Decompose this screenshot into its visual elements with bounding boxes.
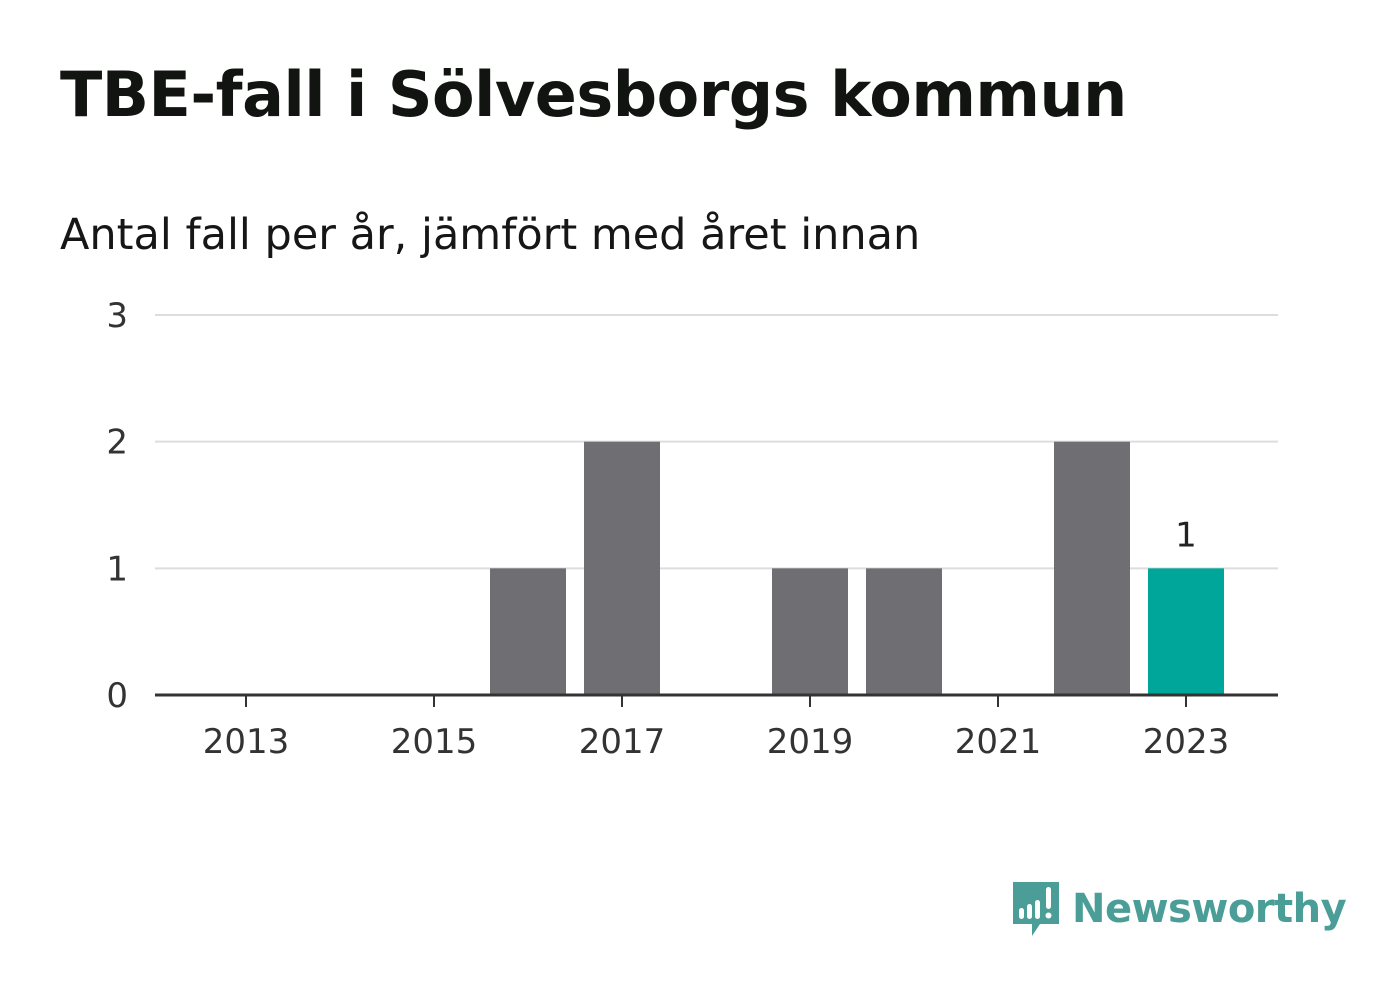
y-tick-label: 2 xyxy=(106,423,128,463)
data-label: 1 xyxy=(1175,515,1197,555)
y-tick-label: 0 xyxy=(106,676,128,716)
x-tick-label: 2013 xyxy=(203,722,290,762)
y-tick-label: 3 xyxy=(106,296,128,336)
chart-subtitle: Antal fall per år, jämfört med året inna… xyxy=(60,210,921,260)
bar xyxy=(1054,441,1130,695)
bar-highlight xyxy=(1148,568,1224,695)
bars xyxy=(490,441,1224,695)
newsworthy-logo: Newsworthy xyxy=(1010,878,1347,940)
bar xyxy=(866,568,942,695)
y-axis-ticks: 0 1 2 3 xyxy=(106,296,128,716)
x-tick-label: 2023 xyxy=(1143,722,1230,762)
x-tick-label: 2017 xyxy=(579,722,666,762)
bar xyxy=(584,441,660,695)
x-tick-label: 2015 xyxy=(391,722,478,762)
x-axis: 2013 2015 2017 2019 2021 2023 xyxy=(155,693,1278,762)
x-tick-label: 2019 xyxy=(767,722,854,762)
newsworthy-chart-icon xyxy=(1013,882,1059,936)
data-labels: 1 xyxy=(1175,515,1197,555)
y-tick-label: 1 xyxy=(106,549,128,589)
chart-title: TBE-fall i Sölvesborgs kommun xyxy=(60,58,1127,131)
bar xyxy=(772,568,848,695)
brand-name: Newsworthy xyxy=(1072,886,1347,932)
bar xyxy=(490,568,566,695)
x-tick-label: 2021 xyxy=(955,722,1042,762)
